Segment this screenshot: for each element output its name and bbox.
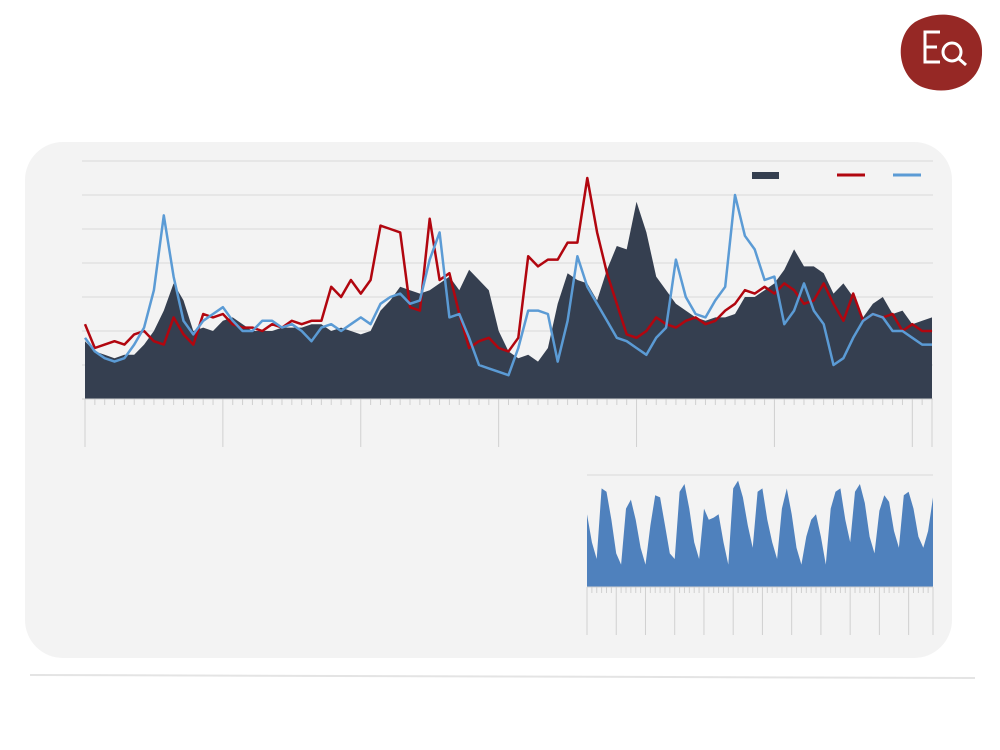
- logo-letter: [957, 56, 967, 67]
- logo-letter: [923, 30, 940, 64]
- line: [83, 193, 932, 377]
- divider: [29, 674, 976, 679]
- area: [587, 480, 933, 587]
- logo-badge: [900, 14, 983, 91]
- logo-letter: [941, 41, 963, 63]
- legend-swatch: [752, 172, 779, 179]
- area: [85, 201, 932, 399]
- line: [83, 176, 932, 353]
- logo: [900, 14, 983, 91]
